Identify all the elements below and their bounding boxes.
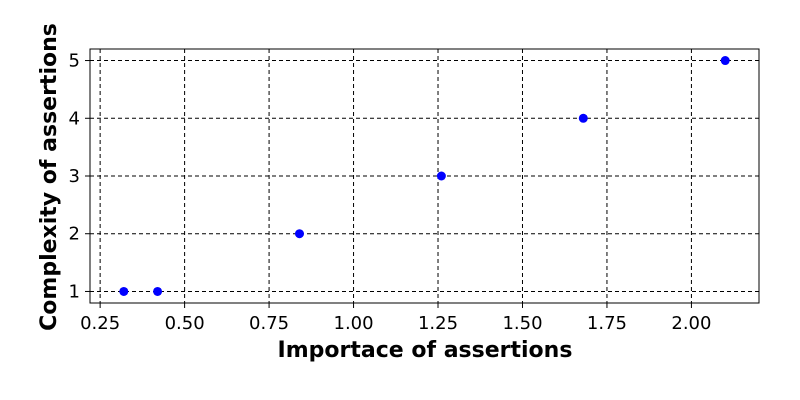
points-layer: [119, 56, 730, 296]
grid-layer: [90, 49, 759, 303]
data-point: [578, 113, 588, 123]
x-axis-label: Importace of assertions: [278, 338, 573, 363]
data-point: [294, 229, 304, 239]
data-point: [153, 286, 163, 296]
x-tick-label: 0.25: [80, 313, 120, 334]
x-tick-label: 1.75: [587, 313, 627, 334]
y-tick-label: 1: [69, 281, 80, 302]
y-tick-label: 4: [69, 108, 80, 129]
y-tick-label: 5: [69, 51, 80, 72]
data-point: [436, 171, 446, 181]
x-tick-label: 0.50: [165, 313, 205, 334]
x-tick-label: 2.00: [671, 313, 711, 334]
x-tick-label: 0.75: [249, 313, 289, 334]
y-axis-label: Complexity of assertions: [37, 23, 62, 331]
data-point: [119, 286, 129, 296]
x-tick-label: 1.50: [502, 313, 542, 334]
y-tick-label: 3: [69, 166, 80, 187]
ticks-layer: 0.25 0.50 0.75 1.00 1.25 1.50 1.75 2.00 1 2 3 4 5: [69, 51, 712, 334]
x-tick-label: 1.25: [418, 313, 458, 334]
x-tick-label: 1.00: [334, 313, 374, 334]
data-point: [720, 56, 730, 66]
y-tick-label: 2: [69, 224, 80, 245]
